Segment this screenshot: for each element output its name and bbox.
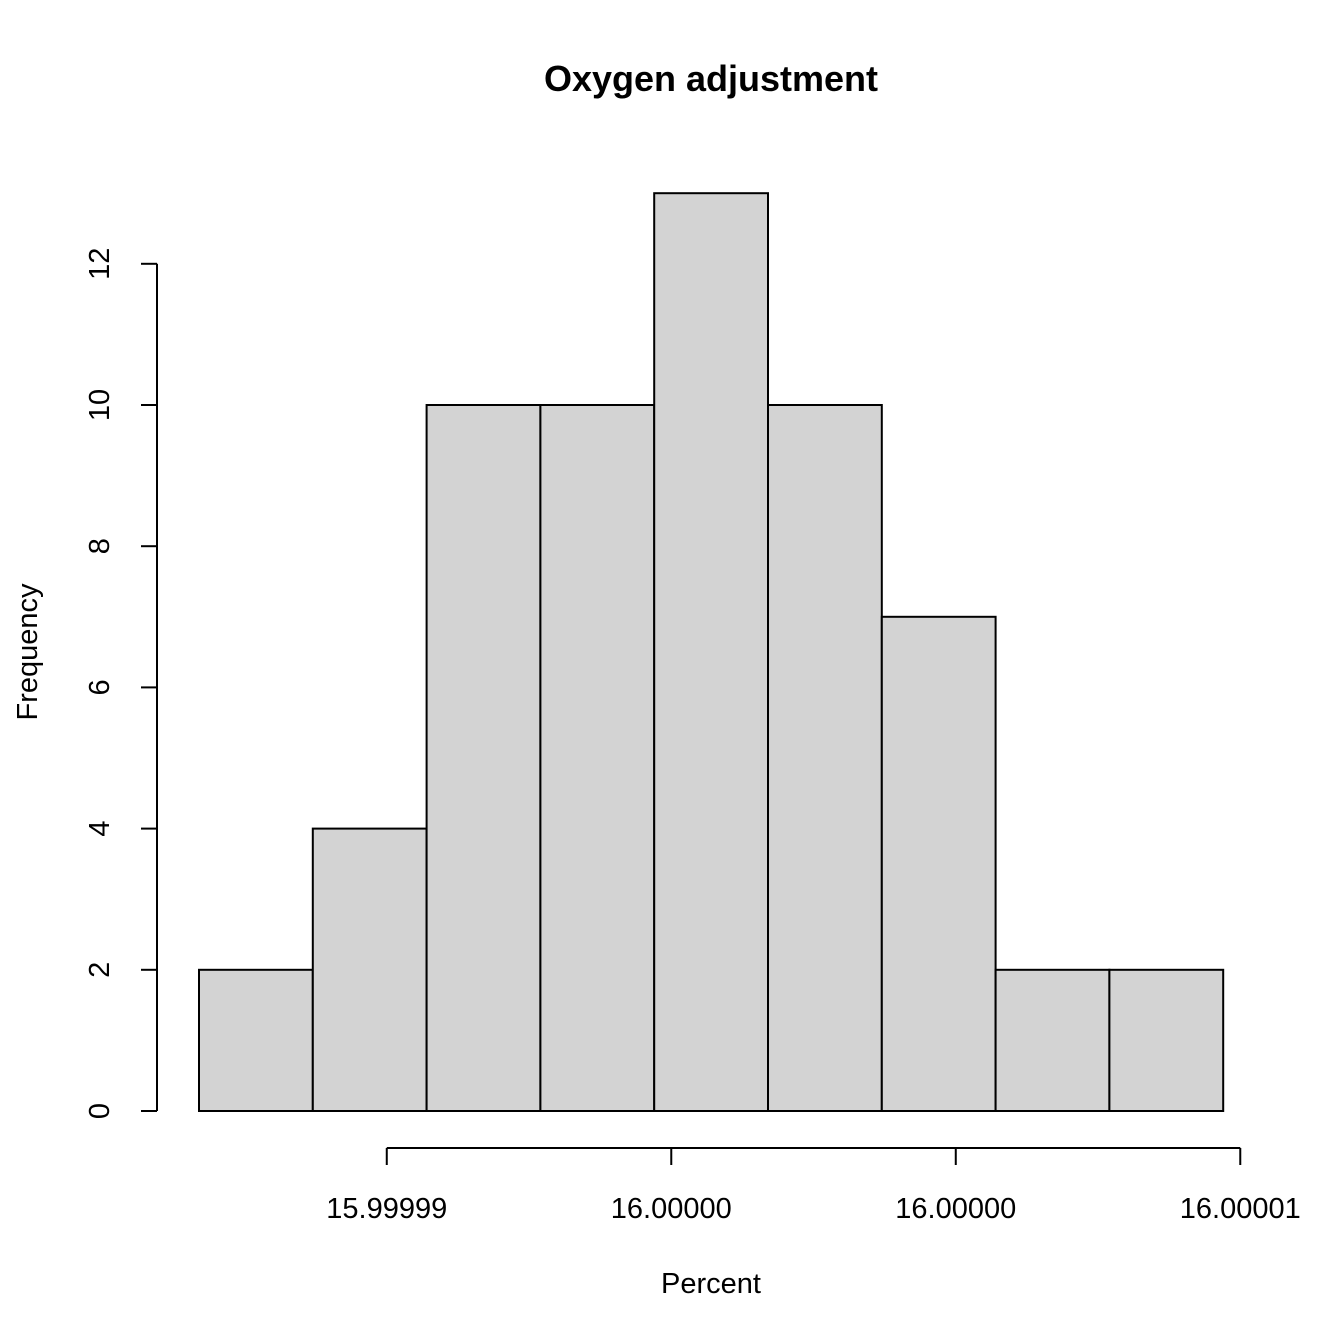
histogram-bar-9 [1108, 968, 1225, 1112]
histogram-bar-2 [311, 827, 428, 1112]
histogram-bar-1 [198, 968, 314, 1112]
histogram-bar-4 [539, 404, 656, 1112]
histogram-bar-5 [653, 192, 770, 1112]
x-tick-label: 16.00000 [611, 1193, 732, 1225]
y-tick-label: 4 [84, 821, 116, 837]
y-tick-label: 8 [84, 538, 116, 554]
x-axis-label: Percent [661, 1268, 761, 1300]
x-tick-label: 16.00000 [895, 1193, 1016, 1225]
y-tick-label: 10 [84, 389, 116, 421]
chart-title: Oxygen adjustment [544, 58, 878, 99]
x-tick-label: 15.99999 [326, 1193, 447, 1225]
y-axis: 0 2 4 6 8 10 12 [84, 248, 158, 1119]
y-tick-label: 2 [84, 962, 116, 978]
y-tick-label: 12 [84, 248, 116, 280]
x-axis: 15.99999 16.00000 16.00000 16.00001 [326, 1147, 1301, 1225]
histogram-bar-6 [767, 404, 883, 1112]
histogram-bar-7 [880, 615, 997, 1112]
y-tick-label: 6 [84, 679, 116, 695]
y-tick-label: 0 [84, 1103, 116, 1119]
histogram-bar-3 [425, 404, 542, 1112]
histogram-bar-8 [994, 968, 1111, 1112]
bars-group [198, 192, 1225, 1112]
y-axis-label: Frequency [12, 583, 44, 721]
x-tick-label: 16.00001 [1180, 1193, 1301, 1225]
